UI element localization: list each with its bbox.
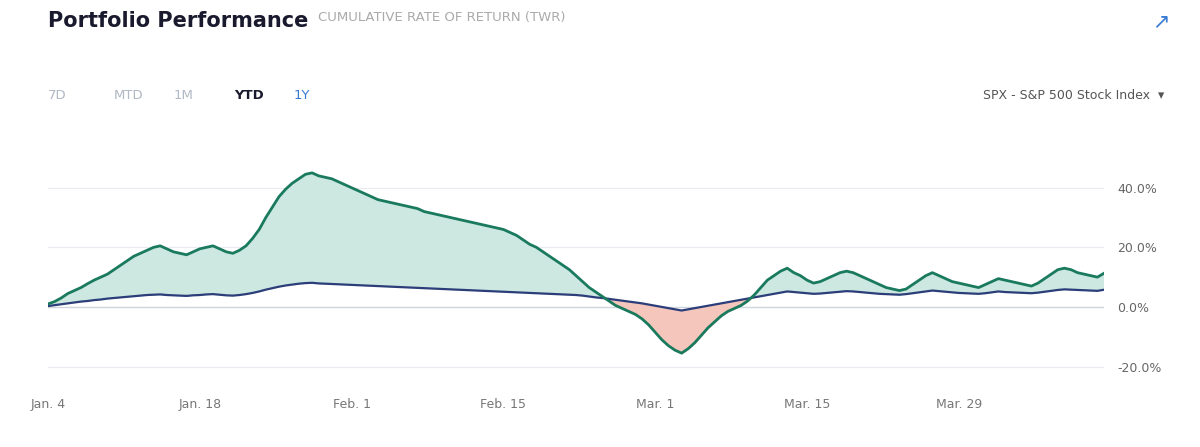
- Text: YTD: YTD: [234, 89, 264, 102]
- Text: 7D: 7D: [48, 89, 67, 102]
- Text: 1Y: 1Y: [294, 89, 311, 102]
- Text: SPX - S&P 500 Stock Index  ▾: SPX - S&P 500 Stock Index ▾: [983, 89, 1164, 102]
- Text: CUMULATIVE RATE OF RETURN (TWR): CUMULATIVE RATE OF RETURN (TWR): [318, 11, 565, 24]
- Text: ↗: ↗: [1152, 11, 1170, 31]
- Text: MTD: MTD: [114, 89, 144, 102]
- Text: 1M: 1M: [174, 89, 194, 102]
- Text: Portfolio Performance: Portfolio Performance: [48, 11, 308, 31]
